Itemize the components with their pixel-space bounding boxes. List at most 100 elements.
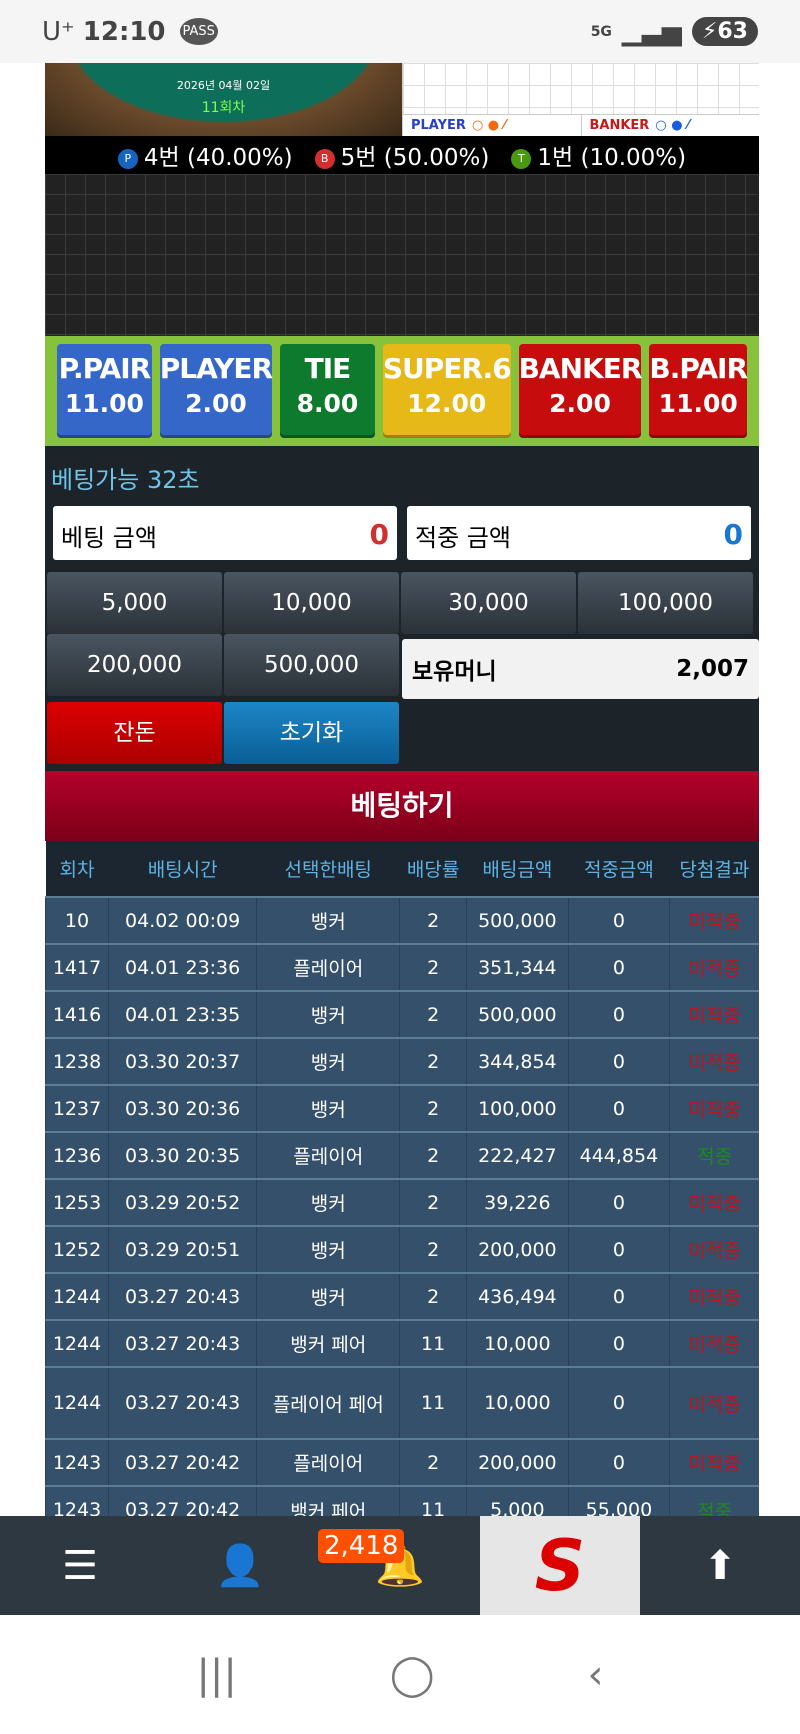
network-icon: 5G (590, 23, 612, 40)
legend-player: PLAYER (411, 118, 466, 133)
table-cell: 500,000 (466, 896, 569, 944)
table-cell: 0 (567, 1084, 670, 1132)
table-cell: 03.27 20:43 (107, 1366, 257, 1439)
table-cell: 2 (399, 1225, 467, 1273)
table-cell: 미적중 (669, 990, 759, 1038)
recents-icon[interactable]: ||| (196, 1651, 237, 1698)
table-cell: 1244 (45, 1319, 109, 1367)
table-cell: 0 (567, 1178, 670, 1226)
game-date: 2026년 04월 02일 (176, 79, 271, 92)
bet-p-pair-button[interactable]: P.PAIR 11.00 (57, 344, 152, 438)
bet-name: TIE (304, 352, 352, 385)
bet-options: P.PAIR 11.00 PLAYER 2.00 TIE 8.00 SUPER.6 12.00… (45, 336, 759, 446)
table-cell: 뱅커 (256, 990, 400, 1038)
table-cell: 미적중 (669, 1178, 759, 1226)
table-cell: 03.30 20:35 (107, 1131, 257, 1179)
bet-tie-button[interactable]: TIE 8.00 (280, 344, 375, 438)
result-stats: P 4번 (40.00%) B 5번 (50.00%) T 1번 (10.00%) (45, 136, 759, 174)
chip-button[interactable]: 5,000 (47, 572, 222, 634)
win-amount-box: 적중 금액 0 (407, 506, 751, 560)
table-cell: 2 (399, 990, 467, 1038)
home-icon[interactable]: ◯ (389, 1651, 435, 1698)
bet-amount-box: 베팅 금액 0 (53, 506, 397, 560)
bet-b-pair-button[interactable]: B.PAIR 11.00 (649, 344, 748, 438)
bet-amount-value: 0 (369, 518, 389, 551)
bet-banker-button[interactable]: BANKER 2.00 (518, 344, 642, 438)
balance-value: 2,007 (676, 656, 749, 682)
stat-text: 4번 (40.00%) (143, 145, 293, 171)
table-cell: 2 (399, 1272, 467, 1320)
baccarat-table: 2026년 04월 02일 11회차 (45, 63, 402, 136)
table-cell: 미적중 (669, 1319, 759, 1367)
carrier: U⁺ (42, 16, 75, 47)
bet-player-button[interactable]: PLAYER 2.00 (159, 344, 273, 438)
table-cell: 10,000 (466, 1366, 569, 1439)
bottom-nav: ☰ 👤 🔔 2,418 S ⬆ (0, 1516, 800, 1615)
table-cell: 1237 (45, 1084, 109, 1132)
chip-button[interactable]: 100,000 (578, 572, 753, 634)
bet-amount-label: 베팅 금액 (61, 524, 157, 552)
table-row: 1253 03.29 20:52 뱅커 2 39,226 0 미적중 (45, 1178, 759, 1226)
table-cell: 2 (399, 1131, 467, 1179)
bet-name: P.PAIR (58, 352, 152, 385)
bet-name: B.PAIR (649, 352, 748, 385)
bet-name: SUPER.6 (382, 352, 512, 385)
table-cell: 100,000 (466, 1084, 569, 1132)
stat-text: 1번 (10.00%) (537, 145, 687, 171)
scroll-top-button[interactable]: ⬆ (640, 1516, 800, 1615)
stat-item: T 1번 (10.00%) (511, 138, 686, 172)
table-cell: 200,000 (466, 1225, 569, 1273)
menu-button[interactable]: ☰ (0, 1516, 160, 1615)
table-cell: 0 (567, 1225, 670, 1273)
table-cell: 플레이어 (256, 1438, 400, 1486)
table-cell: 03.27 20:42 (107, 1438, 257, 1486)
bet-odds: 12.00 (407, 389, 487, 418)
table-cell: 03.29 20:52 (107, 1178, 257, 1226)
table-cell: 11 (399, 1319, 467, 1367)
balance-label: 보유머니 (412, 659, 497, 685)
game-round: 11회차 (201, 100, 246, 116)
change-button[interactable]: 잔돈 (47, 702, 222, 764)
table-cell: 뱅커 (256, 1084, 400, 1132)
win-amount-label: 적중 금액 (415, 524, 511, 552)
column-header: 배팅금액 (466, 841, 569, 897)
pass-icon: PASS (179, 18, 218, 45)
home-logo-button[interactable]: S (480, 1516, 640, 1615)
table-cell: 10 (45, 896, 109, 944)
table-cell: 플레이어 (256, 943, 400, 991)
table-cell: 뱅커 (256, 1178, 400, 1226)
table-cell: 11 (399, 1366, 467, 1439)
bet-history-table: 회차 배팅시간 선택한배팅 배당률 배팅금액 적중금액 당첨결과 10 04.02 00:09 뱅… (45, 841, 759, 1533)
legend-banker: BANKER (589, 118, 650, 133)
user-icon: 👤 (215, 1543, 265, 1589)
place-bet-button[interactable]: 베팅하기 (45, 771, 759, 841)
chip-button[interactable]: 200,000 (47, 634, 222, 696)
table-cell: 뱅커 (256, 896, 400, 944)
chip-button[interactable]: 30,000 (401, 572, 576, 634)
table-cell: 03.30 20:37 (107, 1037, 257, 1085)
table-cell: 0 (567, 1438, 670, 1486)
reset-button[interactable]: 초기화 (224, 702, 399, 764)
notification-button[interactable]: 🔔 2,418 (318, 1516, 480, 1615)
table-cell: 미적중 (669, 943, 759, 991)
table-cell: 미적중 (669, 1037, 759, 1085)
table-cell: 미적중 (669, 1225, 759, 1273)
chip-button[interactable]: 500,000 (224, 634, 399, 696)
table-cell: 03.30 20:36 (107, 1084, 257, 1132)
table-row: 1237 03.30 20:36 뱅커 2 100,000 0 미적중 (45, 1084, 759, 1132)
battery-level: 63 (717, 19, 748, 44)
column-header: 회차 (45, 841, 109, 897)
stat-text: 5번 (50.00%) (340, 145, 490, 171)
score-grid (45, 174, 759, 336)
back-icon[interactable]: ‹ (587, 1651, 604, 1698)
table-row: 1252 03.29 20:51 뱅커 2 200,000 0 미적중 (45, 1225, 759, 1273)
table-cell: 500,000 (466, 990, 569, 1038)
table-cell: 03.27 20:43 (107, 1272, 257, 1320)
chip-button[interactable]: 10,000 (224, 572, 399, 634)
table-cell: 1417 (45, 943, 109, 991)
profile-button[interactable]: 👤 (160, 1516, 320, 1615)
bet-super-6-button[interactable]: SUPER.6 12.00 (382, 344, 512, 438)
table-cell: 1238 (45, 1037, 109, 1085)
table-row: 1238 03.30 20:37 뱅커 2 344,854 0 미적중 (45, 1037, 759, 1085)
stat-t-icon: T (511, 148, 532, 169)
